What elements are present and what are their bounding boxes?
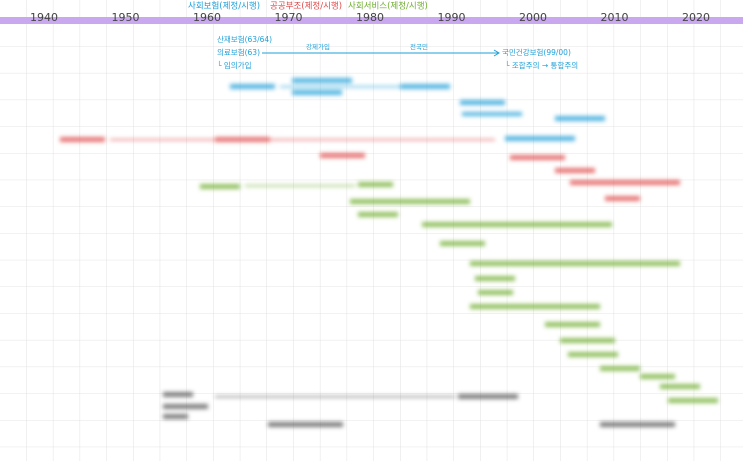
header-assistance: 공공부조(제정/시행) — [270, 1, 342, 12]
decade-label: 1960 — [193, 11, 221, 24]
decade-label: 1970 — [275, 11, 303, 24]
note: 강제가입 — [306, 42, 330, 51]
decade-label: 2000 — [519, 11, 547, 24]
note: 국민건강보험(99/00) — [502, 47, 571, 57]
note: 전국민 — [410, 42, 428, 51]
header-insurance: 사회보험(제정/시행) — [188, 1, 260, 12]
decade-labels: 1940 1950 1960 1970 1980 1990 2000 2010 2020 — [30, 11, 710, 24]
note: 의료보험(63) — [217, 47, 260, 57]
decade-label: 1940 — [30, 11, 58, 24]
timeline-band — [0, 17, 743, 24]
note: └ 임의가입 — [217, 60, 252, 70]
header-service: 사회서비스(제정/시행) — [348, 1, 428, 12]
decade-label: 1980 — [356, 11, 384, 24]
decade-label: 2020 — [682, 11, 710, 24]
decade-label: 2010 — [601, 11, 629, 24]
arrow-head — [493, 49, 500, 57]
blurred-content — [60, 78, 718, 427]
note: └ 조합주의 → 통합주의 — [505, 60, 578, 70]
note: 산재보험(63/64) — [217, 34, 272, 44]
decade-label: 1990 — [438, 11, 466, 24]
decade-label: 1950 — [112, 11, 140, 24]
